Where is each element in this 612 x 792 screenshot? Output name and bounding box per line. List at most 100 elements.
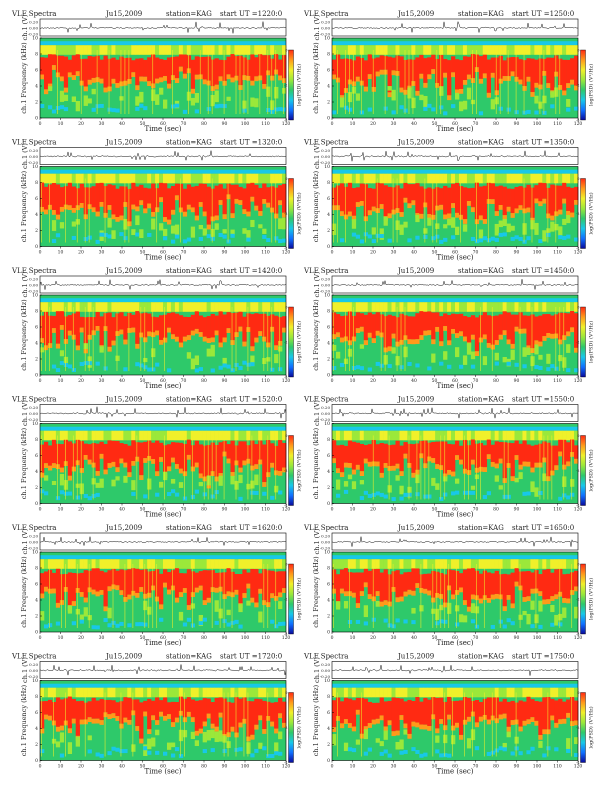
spectrogram-cell <box>478 56 484 79</box>
spectrogram-cell <box>363 184 369 217</box>
spectrogram-streak <box>519 307 521 371</box>
spectrogram-cell <box>502 430 507 441</box>
spectrogram-cell <box>274 559 279 569</box>
time-tick-label: 50 <box>432 635 438 641</box>
spectrogram-cell <box>210 587 215 593</box>
spectrogram-cell <box>447 95 452 101</box>
time-tick-label: 10 <box>350 764 356 770</box>
spectrogram-cell <box>335 430 341 441</box>
frequency-tick-label: 8 <box>35 52 38 58</box>
spectrogram-cell <box>419 302 424 312</box>
spectrogram-cell <box>538 84 543 90</box>
spectrogram-cell <box>270 619 275 624</box>
spectrogram-cell <box>371 302 376 312</box>
spectrogram-cell <box>282 588 287 593</box>
spectrogram-cell <box>371 439 376 462</box>
spectrogram-cell <box>218 730 223 742</box>
spectrogram-cell <box>107 184 112 206</box>
spectrogram-cell <box>131 559 136 569</box>
spectrogram-cell <box>194 489 200 494</box>
spectrogram-cell <box>494 687 499 698</box>
spectrogram-cell <box>411 81 416 86</box>
spectrogram-cell <box>451 235 456 240</box>
time-tick-label: 100 <box>241 378 250 384</box>
spectrogram-cell <box>470 302 476 312</box>
spectrogram-cell <box>119 559 124 569</box>
spectrogram-cell <box>127 445 132 473</box>
spectrogram-cell <box>222 430 227 441</box>
frequency-tick-label: 0 <box>35 373 38 379</box>
spectrogram-cell <box>419 430 424 441</box>
spectrogram-cell <box>159 197 164 203</box>
spectrogram-cell <box>355 697 361 710</box>
spectrogram-cell <box>443 430 448 441</box>
spectrogram-cell <box>147 738 152 750</box>
spectrogram-cell <box>238 430 243 441</box>
spectrogram-cell <box>407 184 412 204</box>
spectrogram-cell <box>174 597 180 603</box>
spectrogram-cell <box>43 441 49 464</box>
spectrogram-cell <box>343 430 349 441</box>
spectrogram <box>332 423 579 504</box>
spectrogram-cell <box>534 344 539 355</box>
spectrogram-cell <box>214 45 219 55</box>
spectrogram-cell <box>562 45 567 55</box>
spectrogram-cell <box>574 458 579 464</box>
spectrogram-cell <box>214 173 219 184</box>
colorbar-tick-label: -2 <box>284 212 287 216</box>
noise-band <box>40 555 286 560</box>
time-tick-label: 50 <box>140 635 146 641</box>
spectrogram-cell <box>490 687 495 698</box>
spectrogram <box>332 552 579 632</box>
spectrogram-cell <box>359 302 365 312</box>
spectrogram-cell <box>332 440 337 459</box>
spectrogram-cell <box>250 597 255 603</box>
spectrogram-cell <box>359 572 365 592</box>
spectrogram-cell <box>494 57 499 91</box>
spectrogram-cell <box>186 454 192 460</box>
frequency-tick-label: 10 <box>32 164 38 170</box>
spectrogram-cell <box>387 92 392 98</box>
spectrogram-cell <box>383 463 388 468</box>
spectrogram-cell <box>123 687 128 698</box>
spectrogram-cell <box>250 219 255 228</box>
spectrogram-cell <box>478 45 484 55</box>
spectrogram-cell <box>71 718 77 724</box>
spectrogram-cell <box>470 364 476 369</box>
spectrogram-cell <box>210 570 215 588</box>
spectrogram-cell <box>363 621 369 626</box>
colorbar <box>288 306 294 378</box>
spectrogram-cell <box>383 559 388 569</box>
spectrogram-cell <box>155 45 160 55</box>
spectrogram-cell <box>538 740 543 748</box>
spectrogram-cell <box>274 107 279 112</box>
time-tick-label: 100 <box>533 250 542 256</box>
spectrogram-cell <box>339 569 345 589</box>
spectrogram-cell <box>262 700 267 730</box>
spectrogram-cell <box>254 559 259 569</box>
spectrogram-cell <box>190 173 196 184</box>
spectrogram-cell <box>87 187 92 205</box>
spectrogram-cell <box>282 430 287 441</box>
spectrogram-cell <box>486 182 492 200</box>
spectrogram-cell <box>407 687 412 698</box>
spectrogram-cell <box>574 55 579 86</box>
spectrogram-streak <box>76 564 78 628</box>
spectrogram-cell <box>458 430 464 441</box>
time-tick-label: 70 <box>181 635 187 641</box>
spectrogram-cell <box>554 430 559 441</box>
spectrogram-cell <box>174 687 180 698</box>
spectrogram-cell <box>407 733 412 739</box>
spectrogram-cell <box>490 559 495 569</box>
spectrogram-cell <box>347 440 353 464</box>
spectrogram-cell <box>123 462 128 468</box>
spectrogram-cell <box>67 687 73 698</box>
spectrogram-cell <box>462 302 468 312</box>
spectrogram-cell <box>59 173 65 184</box>
spectrogram-cell <box>103 606 108 612</box>
time-tick-label: 110 <box>261 635 270 641</box>
spectrogram-cell <box>395 475 400 481</box>
amplitude-trace <box>331 664 579 676</box>
spectrogram-cell <box>250 753 255 758</box>
time-tick-label: 10 <box>58 507 64 513</box>
